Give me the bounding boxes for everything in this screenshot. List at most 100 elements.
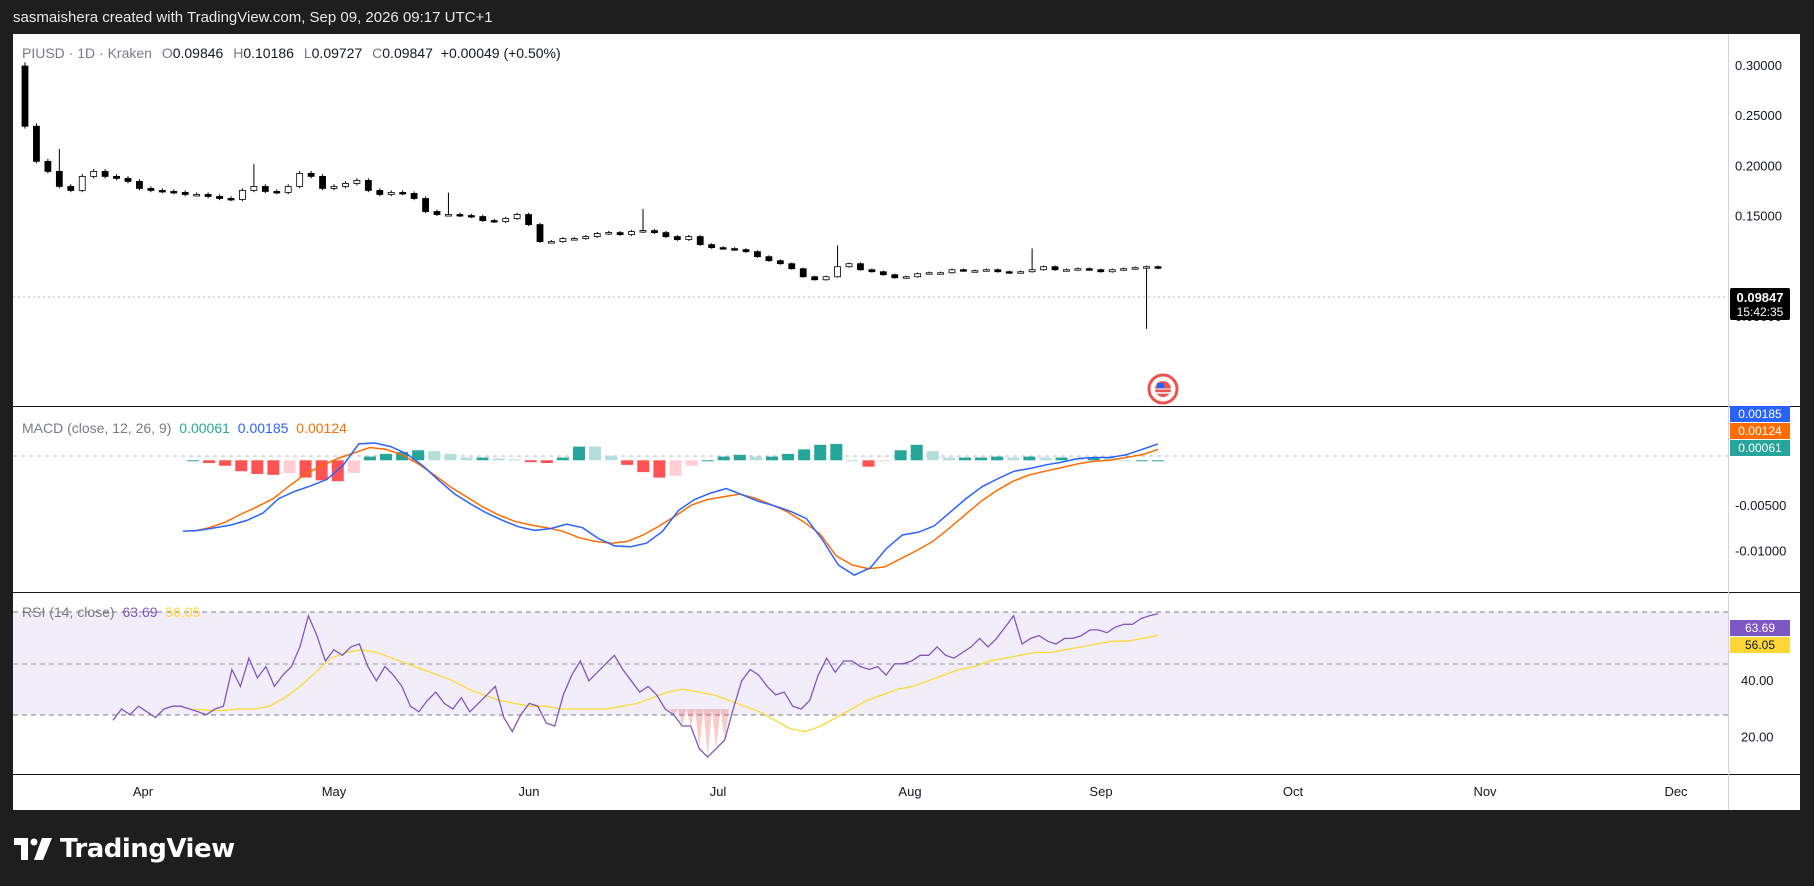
candle bbox=[834, 245, 841, 278]
candle bbox=[113, 174, 120, 181]
macd-hist-bar bbox=[1023, 456, 1036, 461]
macd-hist-bar bbox=[1119, 460, 1132, 462]
macd-line-value: 0.00185 bbox=[237, 420, 289, 436]
candle bbox=[136, 179, 143, 191]
signal-line bbox=[192, 446, 1159, 570]
candle bbox=[250, 164, 258, 193]
macd-hist-bar bbox=[1087, 457, 1100, 461]
candle bbox=[582, 235, 590, 240]
candle bbox=[628, 229, 635, 236]
macd-hist-bar bbox=[926, 451, 939, 461]
price-tick-label: 0.20000 bbox=[1735, 158, 1782, 173]
rsi-tick-label: 40.00 bbox=[1741, 673, 1774, 688]
candle bbox=[78, 174, 86, 193]
change-value: +0.00049 (+0.50%) bbox=[440, 45, 561, 61]
candle bbox=[731, 247, 738, 251]
macd-hist-bar bbox=[782, 453, 795, 461]
candle bbox=[1085, 267, 1093, 271]
price-pane[interactable] bbox=[13, 62, 1728, 405]
rsi-axis[interactable]: 40.00 20.00 bbox=[1741, 673, 1774, 745]
macd-hist-bar bbox=[621, 460, 634, 465]
candle bbox=[937, 271, 944, 275]
candle bbox=[55, 148, 63, 189]
last-price-value: 0.09847 bbox=[1737, 290, 1784, 305]
candle bbox=[822, 275, 830, 281]
macd-axis[interactable]: -0.00500 -0.01000 bbox=[1735, 498, 1786, 559]
macd-hist-bar bbox=[460, 457, 473, 461]
time-axis[interactable]: Apr May Jun Jul Aug Sep Oct Nov Dec bbox=[133, 784, 1688, 799]
candle bbox=[319, 174, 326, 191]
macd-hist-bar bbox=[589, 446, 602, 461]
macd-hist-bar bbox=[749, 456, 762, 461]
macd-hist-bar bbox=[556, 457, 569, 461]
macd-hist-bar bbox=[733, 454, 746, 461]
macd-hist-bar bbox=[235, 460, 248, 472]
price-legend[interactable]: PIUSD · 1D · Kraken O0.09846 H0.10186 L0… bbox=[22, 45, 561, 61]
candle bbox=[21, 62, 29, 129]
candle bbox=[193, 192, 201, 197]
time-tick-label: Dec bbox=[1664, 784, 1688, 799]
candle bbox=[330, 184, 338, 191]
time-tick-label: Aug bbox=[898, 784, 921, 799]
candle bbox=[445, 192, 452, 217]
candle bbox=[651, 228, 658, 234]
rsi-pane[interactable] bbox=[13, 611, 1728, 758]
candle bbox=[982, 268, 990, 272]
time-tick-label: May bbox=[322, 784, 347, 799]
macd-title[interactable]: MACD (close, 12, 26, 9) bbox=[22, 420, 172, 436]
macd-hist-bar bbox=[428, 451, 441, 461]
candle bbox=[548, 240, 555, 244]
credit-text: sasmaishera created with TradingView.com… bbox=[13, 9, 493, 26]
macd-hist-bar bbox=[299, 460, 312, 478]
candle bbox=[513, 212, 521, 221]
candle bbox=[181, 190, 189, 197]
macd-legend[interactable]: MACD (close, 12, 26, 9) 0.00061 0.00185 … bbox=[22, 420, 347, 436]
macd-hist-bar bbox=[412, 450, 425, 461]
candle bbox=[925, 271, 933, 275]
candle bbox=[948, 268, 956, 274]
candle bbox=[879, 270, 887, 276]
macd-hist-bar bbox=[846, 460, 859, 462]
candle bbox=[261, 184, 269, 194]
rsi-title[interactable]: RSI (14, close) bbox=[22, 604, 115, 620]
hist-badge-value: 0.00061 bbox=[1738, 441, 1782, 455]
candle bbox=[1108, 268, 1116, 273]
last-price-badge: 0.09847 15:42:35 bbox=[1730, 288, 1790, 320]
candle bbox=[616, 230, 624, 236]
candle bbox=[1005, 270, 1013, 274]
macd-tick-label: -0.01000 bbox=[1735, 543, 1786, 558]
rsi-oversold-fill bbox=[669, 709, 729, 757]
macd-hist-bar bbox=[878, 460, 891, 462]
macd-pane[interactable] bbox=[13, 442, 1728, 576]
price-tick-label: 0.15000 bbox=[1735, 209, 1782, 224]
macd-hist-bar bbox=[1103, 457, 1116, 461]
symbol-label[interactable]: PIUSD · 1D · Kraken bbox=[22, 45, 152, 61]
tradingview-brand: TradingView bbox=[60, 834, 235, 864]
macd-hist-bar bbox=[1007, 457, 1020, 461]
candle bbox=[1131, 266, 1139, 270]
macd-hist-bar bbox=[798, 449, 811, 461]
signal-badge-value: 0.00124 bbox=[1738, 424, 1782, 438]
macd-hist-bar bbox=[942, 457, 955, 461]
macd-hist-bar bbox=[991, 456, 1004, 461]
price-tick-label: 0.30000 bbox=[1735, 58, 1782, 73]
candle bbox=[399, 190, 407, 196]
macd-hist-bar bbox=[1039, 457, 1052, 461]
rsi-value-badges: 63.69 56.05 bbox=[1730, 620, 1790, 653]
macd-hist-bar bbox=[894, 450, 907, 461]
macd-hist-bar bbox=[540, 460, 553, 464]
rsi-legend[interactable]: RSI (14, close) 63.69 56.05 bbox=[22, 604, 200, 620]
macd-hist-bar bbox=[669, 460, 682, 476]
chart-credit-bar: sasmaishera created with TradingView.com… bbox=[0, 0, 1814, 34]
candle bbox=[296, 171, 304, 189]
event-flag-icon[interactable] bbox=[1147, 373, 1179, 405]
candle bbox=[685, 235, 693, 241]
candle bbox=[799, 267, 807, 278]
macd-hist-bar bbox=[814, 444, 827, 461]
macd-hist-bar bbox=[492, 458, 505, 461]
candle bbox=[1028, 248, 1036, 273]
macd-hist-value: 0.00061 bbox=[179, 420, 230, 436]
